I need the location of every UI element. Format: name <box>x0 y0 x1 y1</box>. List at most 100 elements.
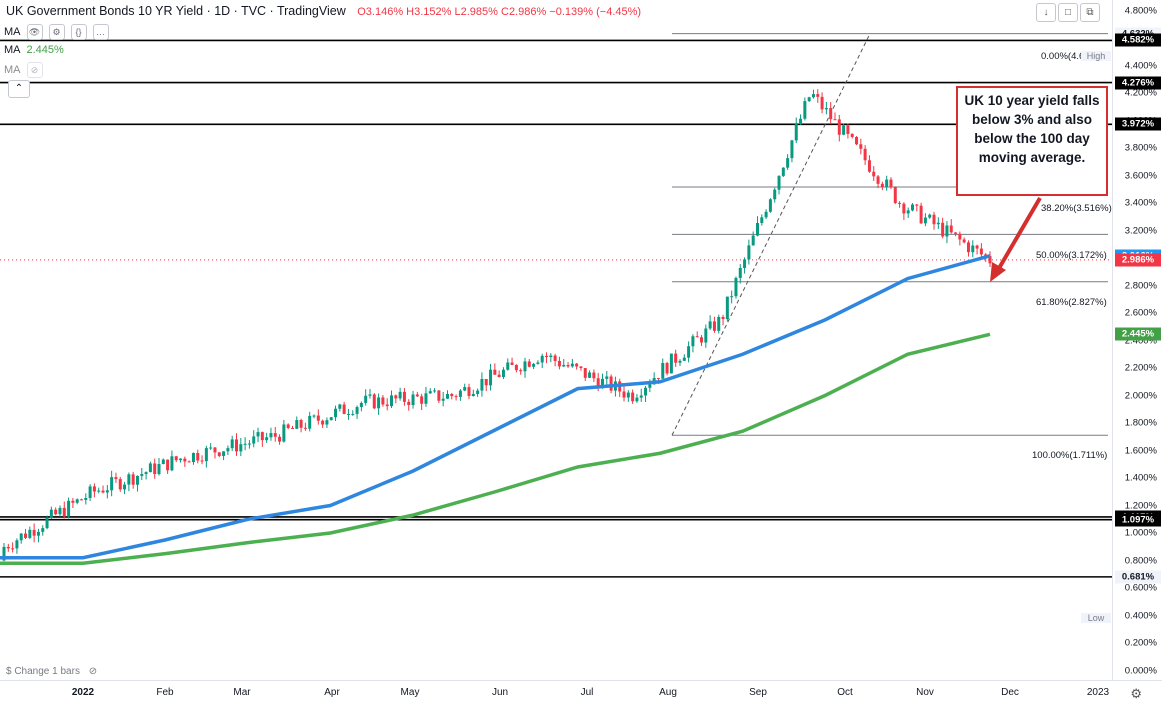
candle-body <box>191 452 195 463</box>
candle-body <box>437 390 441 401</box>
candle-body <box>786 158 790 168</box>
candle-body <box>97 490 101 492</box>
candle-body <box>570 363 574 367</box>
open-value: O3.146% <box>357 6 404 18</box>
candle-body <box>265 437 269 441</box>
candle-body <box>519 370 523 372</box>
candle-body <box>837 119 841 135</box>
candle-body <box>695 336 699 338</box>
candle-body <box>204 448 208 462</box>
time-tick: Dec <box>1001 687 1019 698</box>
candle-body <box>290 427 294 429</box>
candle-body <box>790 140 794 159</box>
candle-body <box>540 355 544 363</box>
candle-body <box>239 444 243 452</box>
candle-body <box>794 124 798 141</box>
time-axis[interactable]: ⚙ 2022 Feb Mar Apr May Jun Jul Aug Sep Oct Nov Dec 2… <box>0 680 1162 706</box>
indicator-name[interactable]: MA <box>4 64 21 76</box>
indicator-name[interactable]: MA <box>4 26 21 38</box>
legend-title[interactable]: UK Government Bonds 10 YR Yield · 1D · T… <box>6 4 641 18</box>
candle-body <box>919 205 923 224</box>
candle-body <box>58 507 62 515</box>
price-scale[interactable]: 4.800%4.600%4.400%4.200%4.000%3.800%3.60… <box>1112 0 1162 680</box>
change-bars-label[interactable]: $ Change 1 bars ⊘ <box>6 666 98 677</box>
chart-area[interactable]: UK Government Bonds 10 YR Yield · 1D · T… <box>0 0 1112 680</box>
candle-body <box>484 378 488 386</box>
candle-body <box>945 225 949 237</box>
hidden-eye-icon[interactable]: ⊘ <box>26 62 43 78</box>
low-value: L2.985% <box>454 6 498 18</box>
candle-body <box>691 336 695 347</box>
candle-body <box>368 394 372 396</box>
candle-body <box>463 387 467 391</box>
indicator-name[interactable]: MA <box>4 44 21 56</box>
candle-body <box>971 245 975 253</box>
price-badge: 2.445% <box>1115 327 1161 341</box>
candle-body <box>252 436 256 444</box>
candle-body <box>183 458 187 462</box>
time-tick: Nov <box>916 687 934 698</box>
time-tick: Jun <box>491 687 509 698</box>
candle-body <box>700 337 704 343</box>
candle-body <box>420 396 424 404</box>
more-icon[interactable]: … <box>92 24 109 40</box>
candle-body <box>880 183 884 188</box>
candle-body <box>906 210 910 214</box>
price-chart[interactable] <box>0 0 1112 680</box>
candle-body <box>489 369 493 386</box>
candle-body <box>549 355 553 358</box>
candle-body <box>441 398 445 401</box>
time-tick: Sep <box>749 687 767 698</box>
candle-body <box>187 461 191 463</box>
candle-body <box>471 393 475 397</box>
collapse-legend-icon[interactable]: ⌃ <box>8 80 30 98</box>
scroll-down-icon[interactable]: ↓ <box>1036 3 1056 22</box>
candle-body <box>708 321 712 329</box>
candle-body <box>308 415 312 429</box>
candle-body <box>669 353 673 374</box>
price-tick: 1.000% <box>1124 527 1157 539</box>
time-tick: Jul <box>580 687 594 698</box>
candle-body <box>295 420 299 429</box>
candle-body <box>127 474 131 485</box>
source-code-icon[interactable]: {} <box>70 24 87 40</box>
indicator-row-3[interactable]: MA ⊘ <box>4 62 43 78</box>
candle-body <box>217 452 221 456</box>
candle-body <box>166 459 170 471</box>
candle-body <box>394 395 398 399</box>
fib-label-618: 61.80%(2.827%) <box>1036 297 1107 308</box>
hide-icon[interactable]: ⊘ <box>88 666 98 677</box>
candle-body <box>445 393 449 399</box>
annotation-callout[interactable]: UK 10 year yield falls below 3% and also… <box>956 86 1108 196</box>
candle-body <box>592 372 596 379</box>
candle-body <box>209 447 213 449</box>
candle-body <box>19 533 23 541</box>
candle-body <box>635 397 639 402</box>
price-tick: 3.400% <box>1124 197 1157 209</box>
candle-body <box>148 463 152 473</box>
candle-body <box>979 248 983 255</box>
candle-body <box>269 433 273 438</box>
symbol-title[interactable]: UK Government Bonds 10 YR Yield · 1D · T… <box>6 4 346 18</box>
candle-body <box>316 415 320 421</box>
candle-body <box>829 108 833 120</box>
candle-body <box>811 94 815 98</box>
indicator-row-2[interactable]: MA 2.445% <box>4 44 64 56</box>
price-tick: 4.200% <box>1124 87 1157 99</box>
candle-body <box>303 427 307 429</box>
indicator-row-1[interactable]: MA 👁 ⚙ {} … <box>4 24 109 40</box>
time-tick: Feb <box>156 687 174 698</box>
settings-icon[interactable]: ⚙ <box>48 24 65 40</box>
candle-body <box>321 420 325 425</box>
restore-icon[interactable]: ⧉ <box>1080 3 1100 22</box>
candle-body <box>639 395 643 398</box>
candle-body <box>372 394 376 409</box>
maximize-icon[interactable]: □ <box>1058 3 1078 22</box>
candle-body <box>859 144 863 149</box>
settings-gear-icon[interactable]: ⚙ <box>1130 686 1142 701</box>
candle-body <box>898 202 902 204</box>
candle-body <box>123 484 127 490</box>
eye-icon[interactable]: 👁 <box>26 24 43 40</box>
price-tick: 4.800% <box>1124 5 1157 16</box>
price-tick: 2.600% <box>1124 307 1157 319</box>
